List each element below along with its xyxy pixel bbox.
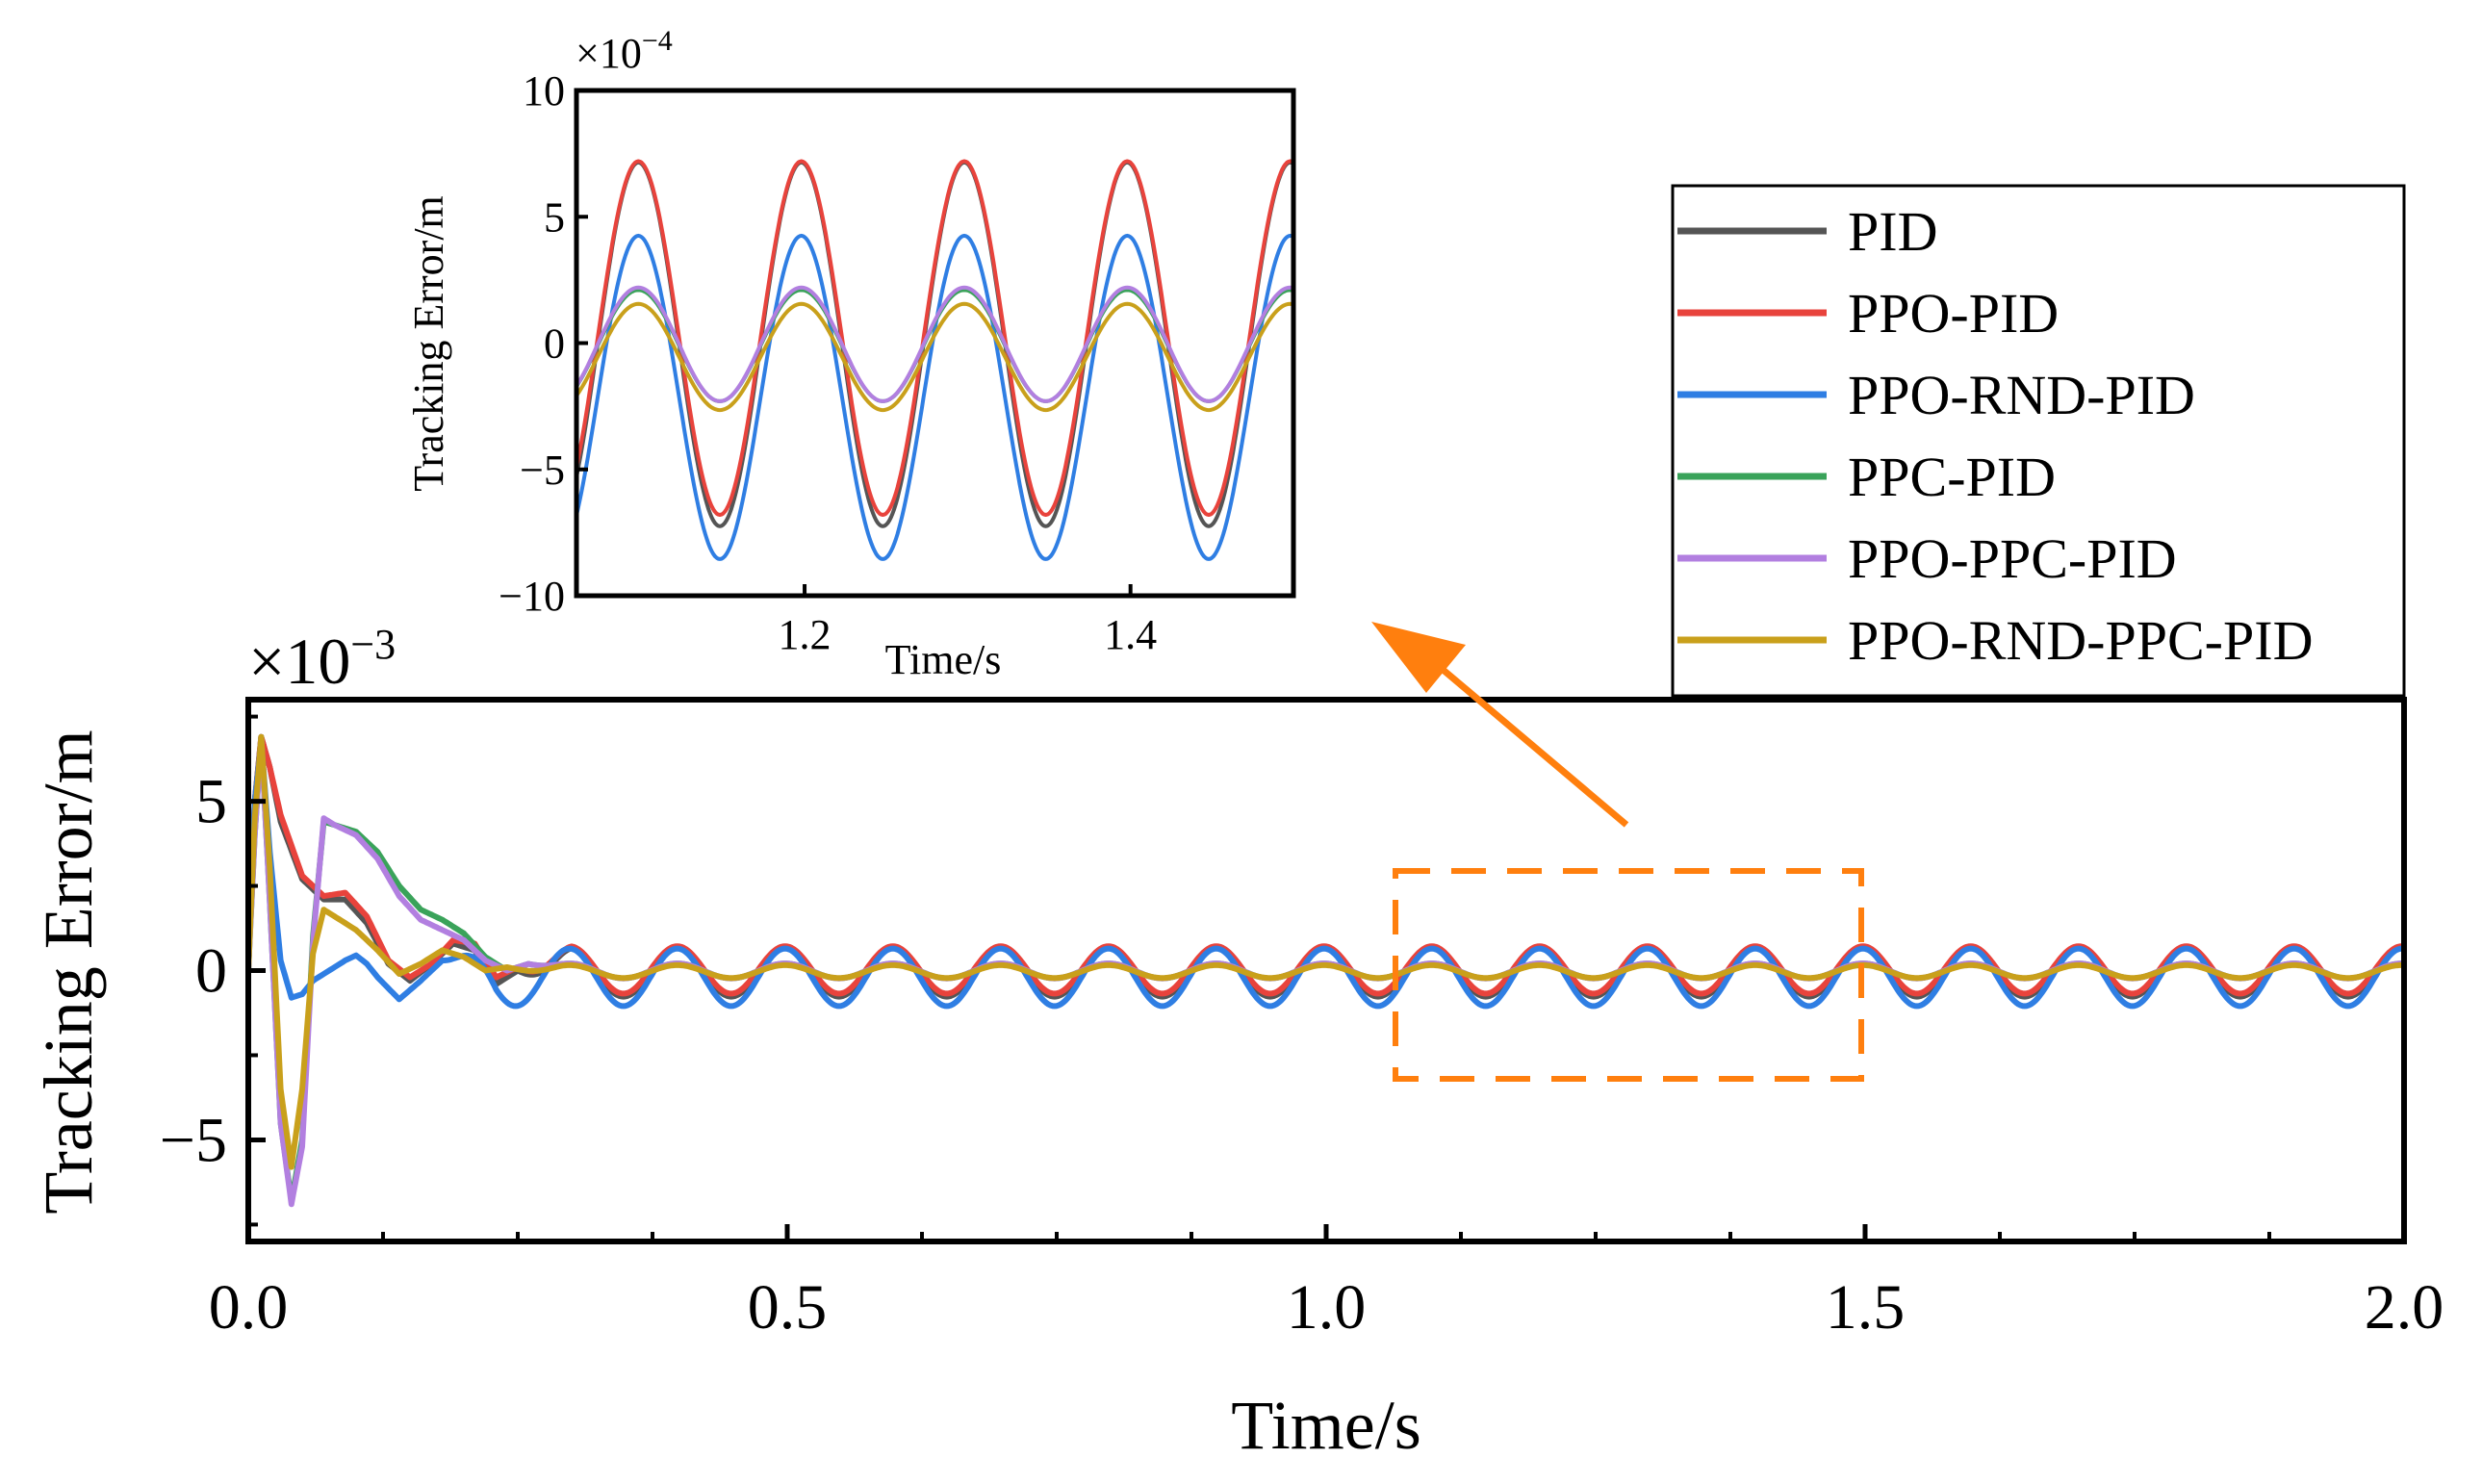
main-y-axis: −5 0 5: [160, 714, 266, 1227]
inset-y-tick-label: −5: [520, 447, 565, 494]
legend-label: PPO-RND-PID: [1848, 364, 2195, 426]
main-x-tick-label: 0.5: [748, 1272, 828, 1343]
inset-series-ppo-rnd-pid: [576, 233, 1293, 561]
legend-label: PPO-PPC-PID: [1848, 527, 2177, 590]
main-series-ppo-rnd-ppc-pid: [248, 733, 2404, 1170]
inset-x-tick-label: 1.2: [779, 611, 832, 658]
inset-x-axis-label: Time/s: [885, 636, 1002, 683]
main-y-tick-label: −5: [160, 1105, 227, 1175]
main-x-tick-label: 2.0: [2365, 1272, 2444, 1343]
main-x-tick-label: 1.0: [1287, 1272, 1367, 1343]
inset-series-lines: [576, 159, 1293, 561]
inset-series-ppo-pid: [576, 159, 1293, 517]
zoom-annotation: [1371, 622, 1864, 1082]
inset-y-tick-label: 5: [544, 193, 565, 241]
zoom-arrow-line: [1431, 659, 1629, 828]
legend-label: PPO-PID: [1848, 282, 2059, 345]
inset-x-tick-label: 1.4: [1104, 611, 1157, 658]
inset-series-ppo-ppc-pid: [576, 285, 1293, 403]
main-y-tick-label: 5: [195, 767, 227, 837]
inset-series-ppo-rnd-ppc-pid: [576, 301, 1293, 413]
main-x-tick-label: 0.0: [209, 1272, 289, 1343]
main-series-lines: [248, 733, 2404, 1208]
inset-x-axis: 1.2 1.4: [779, 584, 1157, 658]
main-x-axis-label: Time/s: [1231, 1387, 1420, 1464]
main-x-tick-label: 1.5: [1826, 1272, 1906, 1343]
zoom-arrow-head: [1371, 622, 1466, 693]
inset-chart: 1.2 1.4 −10 −5 0 5 10 ×10−4 Time/s Tracking E…: [405, 25, 1296, 683]
legend-label: PID: [1848, 200, 1937, 263]
inset-y-axis-label: Tracking Error/m: [405, 195, 452, 492]
zoom-region-box: [1393, 868, 1864, 1082]
inset-y-multiplier: ×10−4: [576, 25, 673, 77]
legend: PID PPO-PID PPO-RND-PID PPC-PID PPO-PPC-PID P…: [1671, 184, 2406, 698]
main-y-multiplier: ×10−3: [248, 621, 396, 698]
inset-y-axis: −10 −5 0 5 10: [499, 67, 588, 620]
inset-y-tick-label: −10: [499, 573, 565, 620]
inset-y-tick-label: 10: [523, 67, 565, 115]
legend-box: [1671, 184, 2406, 698]
inset-y-tick-label: 0: [544, 320, 565, 368]
legend-label: PPC-PID: [1848, 446, 2056, 508]
main-chart: 0.0 0.5 1.0 1.5 2.0 −5 0 5 ×10−3 Time/s Tracki…: [30, 621, 2444, 1464]
main-x-axis: 0.0 0.5 1.0 1.5 2.0: [209, 1224, 2444, 1343]
main-y-tick-label: 0: [195, 936, 227, 1007]
main-y-axis-label: Tracking Error/m: [30, 729, 107, 1214]
legend-label: PPO-RND-PPC-PID: [1848, 609, 2313, 672]
main-series-ppo-rnd-pid: [248, 737, 2404, 1010]
